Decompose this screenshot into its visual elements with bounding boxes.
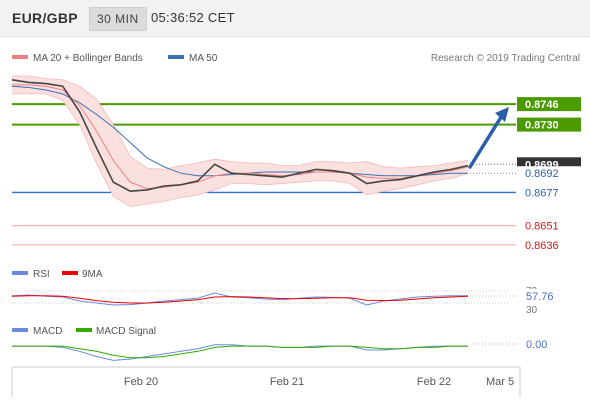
rsi-legend-label: RSI	[33, 269, 50, 280]
level-label-resistance: 0.8746	[525, 99, 559, 111]
x-tick-label: Feb 20	[124, 376, 158, 388]
chart-header: EUR/GBP 30 MIN 05:36:52 CET	[0, 0, 590, 37]
level-badge-resistance	[517, 97, 581, 112]
ma20-legend-label: MA 20 + Bollinger Bands	[33, 53, 143, 64]
level-label-resistance: 0.8730	[525, 120, 559, 132]
level-label-support_red: 0.8636	[525, 240, 559, 252]
instrument-title: EUR/GBP	[12, 10, 78, 26]
x-tick-label: Feb 21	[270, 376, 304, 388]
timeframe-button[interactable]: 30 MIN	[89, 7, 147, 31]
macd-signal-legend-label: MACD Signal	[96, 326, 156, 337]
level-badge-ma50	[517, 166, 581, 181]
level-badge-resistance	[517, 117, 581, 132]
bollinger-band-area	[12, 76, 468, 207]
chart-canvas: MA 20 + Bollinger Bands MA 50 Research ©…	[11, 53, 581, 397]
macd-line	[12, 344, 468, 361]
level-badge-support_blue	[517, 185, 581, 200]
x-tick-label: Mar 5	[486, 376, 514, 388]
price-panel: 0.87460.87300.86990.86920.86770.86510.86…	[11, 75, 581, 252]
time-axis: Feb 20 Feb 21 Feb 22 Mar 5	[11, 366, 521, 397]
bollinger-lower-line	[12, 93, 469, 207]
rsi-ma-legend-label: 9MA	[82, 269, 103, 280]
level-label-ma50: 0.8692	[525, 168, 559, 180]
level-badge-support_red	[517, 237, 581, 252]
projection-arrow	[468, 107, 509, 169]
clock-readout: 05:36:52 CET	[151, 10, 235, 25]
level-badge-support_red	[517, 218, 581, 233]
macd-panel: MACD MACD Signal 0.00	[12, 326, 547, 361]
price-line	[11, 79, 469, 193]
rsi-lower-label: 30	[526, 305, 538, 316]
bollinger-upper-line	[12, 75, 469, 170]
rsi-panel: RSI 9MA 70 30 57.76	[11, 269, 581, 316]
level-label-support_blue: 0.8677	[525, 187, 559, 199]
rsi-ma-line	[11, 295, 469, 304]
level-label-support_red: 0.8651	[525, 221, 559, 233]
copyright-label: Research © 2019 Trading Central	[431, 53, 580, 64]
rsi-value-box	[517, 289, 581, 303]
macd-signal-line	[12, 345, 468, 359]
macd-value-label: 0.00	[526, 339, 547, 351]
x-tick-label: Feb 22	[417, 376, 451, 388]
macd-legend-label: MACD	[33, 326, 62, 337]
ma50-legend-label: MA 50	[189, 53, 218, 64]
rsi-value-label: 57.76	[526, 291, 554, 303]
